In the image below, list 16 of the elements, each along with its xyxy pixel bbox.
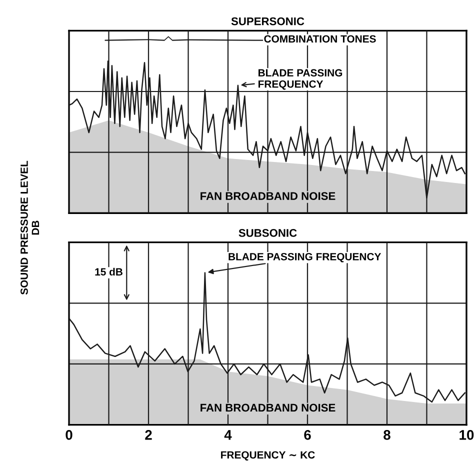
x-tick-label: 10 [460, 430, 474, 440]
chart-title: SUPERSONIC [231, 17, 304, 26]
x-axis-title: FREQUENCY ∼ KC [221, 451, 315, 461]
annotation: BLADE PASSING FREQUENCY [258, 69, 342, 90]
y-axis-title: SOUND PRESSURE LEVEL DB [20, 160, 40, 295]
annotation: 15 dB [95, 268, 122, 276]
x-tick-label: 2 [145, 430, 152, 440]
annotation: FAN BROADBAND NOISE [200, 404, 336, 412]
annotation: FAN BROADBAND NOISE [200, 192, 336, 200]
x-tick-label: 4 [224, 430, 232, 440]
x-tick-label: 8 [384, 430, 390, 440]
x-tick-label: 6 [304, 430, 311, 440]
text: COMBINATION TONES [264, 35, 376, 43]
x-tick-label: 0 [66, 430, 72, 440]
chart-title: SUBSONIC [238, 229, 297, 237]
annotation: BLADE PASSING FREQUENCY [228, 252, 382, 262]
